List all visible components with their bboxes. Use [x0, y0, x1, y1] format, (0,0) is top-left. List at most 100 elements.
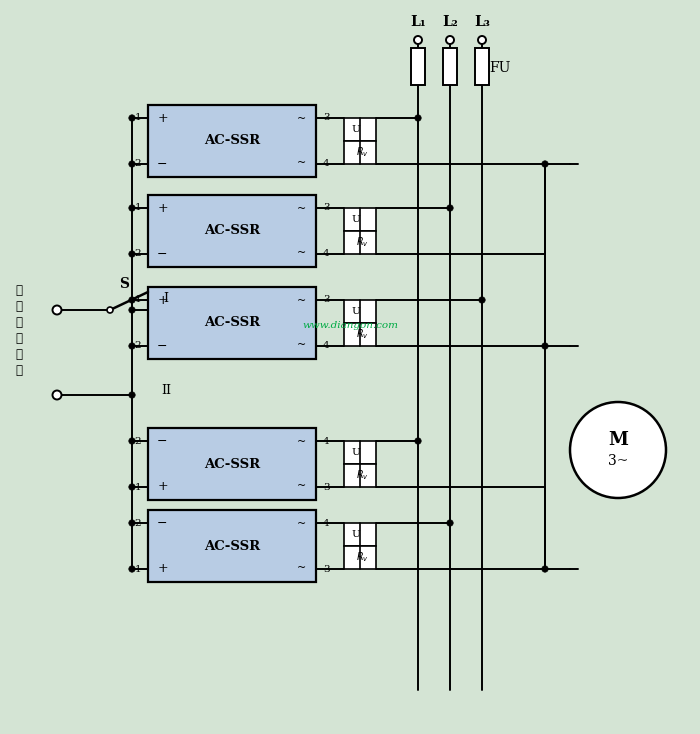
- Circle shape: [52, 390, 62, 399]
- Text: U: U: [351, 530, 360, 539]
- Text: −: −: [157, 247, 167, 261]
- Text: L₂: L₂: [442, 15, 458, 29]
- Text: ~: ~: [298, 114, 307, 124]
- Text: 3: 3: [323, 203, 330, 213]
- Circle shape: [478, 36, 486, 44]
- Text: ~: ~: [298, 563, 307, 573]
- Text: 4: 4: [323, 518, 330, 528]
- Text: 1: 1: [134, 296, 141, 305]
- Text: U: U: [351, 125, 360, 134]
- Circle shape: [129, 566, 135, 573]
- Text: −: −: [157, 517, 167, 529]
- Bar: [443, 48, 457, 85]
- Text: ~: ~: [298, 437, 307, 447]
- Text: I: I: [164, 291, 169, 305]
- Bar: [148, 105, 316, 177]
- Text: L₃: L₃: [474, 15, 490, 29]
- Text: M: M: [608, 431, 628, 449]
- Text: AC-SSR: AC-SSR: [204, 457, 260, 470]
- Circle shape: [542, 566, 548, 573]
- Text: U: U: [351, 307, 360, 316]
- Circle shape: [414, 36, 422, 44]
- Bar: [411, 48, 425, 85]
- Text: www.diangon.com: www.diangon.com: [302, 321, 398, 330]
- Circle shape: [129, 251, 135, 257]
- Text: $R_v$: $R_v$: [356, 327, 368, 341]
- Bar: [344, 464, 376, 487]
- Text: +: +: [158, 202, 168, 214]
- Text: AC-SSR: AC-SSR: [204, 134, 260, 148]
- Bar: [344, 208, 376, 231]
- Text: 3: 3: [323, 564, 330, 573]
- Bar: [475, 48, 489, 85]
- Text: −: −: [157, 435, 167, 448]
- Text: −: −: [157, 158, 167, 170]
- Text: II: II: [161, 383, 171, 396]
- Bar: [344, 441, 376, 464]
- Text: 直: 直: [15, 283, 22, 297]
- Bar: [344, 118, 376, 141]
- Text: 3~: 3~: [608, 454, 628, 468]
- Text: 4: 4: [323, 159, 330, 169]
- Circle shape: [129, 297, 135, 303]
- Text: +: +: [158, 294, 168, 307]
- Text: L₁: L₁: [410, 15, 426, 29]
- Text: $R_v$: $R_v$: [356, 550, 368, 564]
- Bar: [148, 428, 316, 500]
- Bar: [344, 546, 376, 569]
- Bar: [344, 141, 376, 164]
- Circle shape: [129, 205, 135, 211]
- Text: ~: ~: [298, 481, 307, 491]
- Bar: [344, 300, 376, 323]
- Text: 源: 源: [15, 363, 22, 377]
- Text: $R_v$: $R_v$: [356, 236, 368, 250]
- Circle shape: [129, 392, 135, 399]
- Bar: [344, 231, 376, 254]
- Circle shape: [129, 161, 135, 167]
- Circle shape: [129, 484, 135, 490]
- Text: S: S: [119, 277, 129, 291]
- Text: FU: FU: [489, 61, 511, 75]
- Text: ~: ~: [298, 296, 307, 306]
- Text: ~: ~: [298, 248, 307, 258]
- Text: ~: ~: [298, 204, 307, 214]
- Bar: [148, 510, 316, 582]
- Circle shape: [129, 437, 135, 444]
- Text: 电: 电: [15, 347, 22, 360]
- Circle shape: [447, 205, 453, 211]
- Circle shape: [447, 520, 453, 526]
- Text: 2: 2: [134, 518, 141, 528]
- Circle shape: [129, 307, 135, 313]
- Text: 1: 1: [134, 114, 141, 123]
- Circle shape: [446, 36, 454, 44]
- Circle shape: [129, 343, 135, 349]
- Circle shape: [415, 437, 421, 444]
- Text: 2: 2: [134, 437, 141, 446]
- Text: 2: 2: [134, 250, 141, 258]
- Text: U: U: [351, 448, 360, 457]
- Text: 3: 3: [323, 296, 330, 305]
- Text: 2: 2: [134, 159, 141, 169]
- Text: ~: ~: [298, 519, 307, 529]
- Text: $R_v$: $R_v$: [356, 468, 368, 482]
- Circle shape: [415, 115, 421, 121]
- Circle shape: [52, 305, 62, 314]
- Text: 3: 3: [323, 114, 330, 123]
- Text: 制: 制: [15, 332, 22, 344]
- Text: 流: 流: [15, 299, 22, 313]
- Circle shape: [479, 297, 485, 303]
- Bar: [148, 195, 316, 267]
- Circle shape: [542, 343, 548, 349]
- Text: −: −: [157, 340, 167, 352]
- Text: 3: 3: [323, 482, 330, 492]
- Text: +: +: [158, 562, 168, 575]
- Text: +: +: [158, 112, 168, 125]
- Text: 1: 1: [134, 564, 141, 573]
- Text: AC-SSR: AC-SSR: [204, 316, 260, 330]
- Text: ~: ~: [298, 158, 307, 168]
- Bar: [344, 523, 376, 546]
- Text: AC-SSR: AC-SSR: [204, 225, 260, 238]
- Circle shape: [129, 115, 135, 121]
- Circle shape: [129, 520, 135, 526]
- Text: 4: 4: [323, 437, 330, 446]
